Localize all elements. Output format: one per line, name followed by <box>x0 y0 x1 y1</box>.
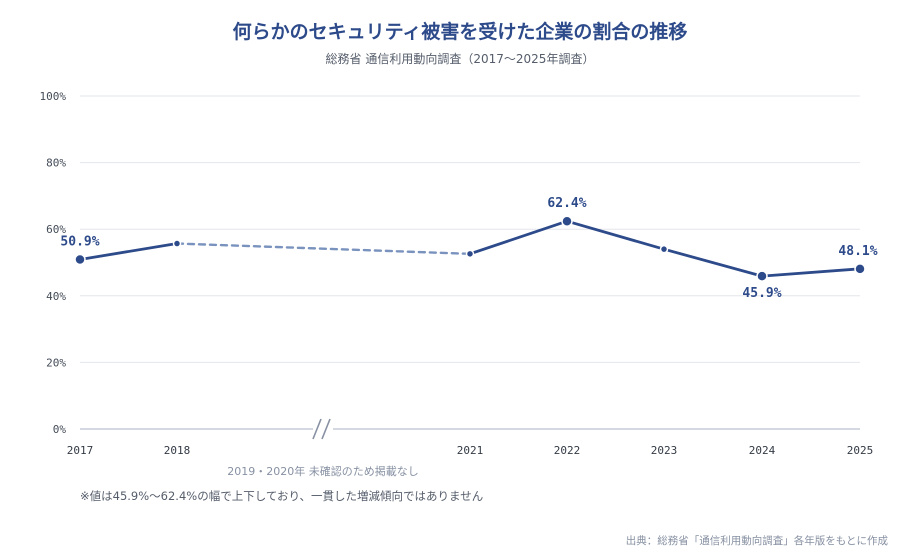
x-tick-label: 2025 <box>847 444 874 457</box>
y-axis-ticks: 0% 20% 40% 60% 80% 100% <box>40 90 67 436</box>
y-tick-label: 100% <box>40 90 67 103</box>
data-point <box>756 270 768 282</box>
series-lines <box>78 219 862 278</box>
data-label: 45.9% <box>742 286 781 301</box>
data-label: 48.1% <box>838 244 877 259</box>
y-tick-label: 0% <box>53 423 67 436</box>
y-tick-label: 40% <box>46 290 66 303</box>
x-tick-label: 2024 <box>749 444 776 457</box>
y-tick-label: 80% <box>46 157 66 170</box>
x-tick-label: 2021 <box>457 444 484 457</box>
data-point <box>465 249 475 259</box>
x-tick-label: 2023 <box>651 444 678 457</box>
series-line-segment <box>468 219 569 256</box>
chart-subtitle: 総務省 通信利用動向調査（2017〜2025年調査） <box>326 51 595 66</box>
y-tick-label: 20% <box>46 356 66 369</box>
data-labels: 50.9% 62.4% 45.9% 48.1% <box>60 196 877 301</box>
source-note: 出典：総務省「通信利用動向調査」各年版をもとに作成 <box>626 534 889 547</box>
data-point <box>854 263 866 275</box>
x-tick-label: 2017 <box>67 444 94 457</box>
axis-break-slash <box>321 418 331 440</box>
gridlines <box>80 95 860 363</box>
data-point <box>561 215 573 227</box>
footnote: ※値は45.9%〜62.4%の幅で上下しており、一貫した増減傾向ではありません <box>80 489 483 503</box>
data-points <box>74 215 866 282</box>
series-line-segment <box>565 219 666 251</box>
data-point <box>74 253 86 266</box>
series-line-segment <box>662 247 764 278</box>
data-point <box>659 244 669 254</box>
data-label: 50.9% <box>60 235 99 250</box>
series-line-dashed-segment <box>175 242 472 256</box>
gap-note: 2019・2020年 未確認のため掲載なし <box>227 464 418 478</box>
data-label: 62.4% <box>547 196 586 211</box>
axis-break-slash <box>312 418 322 440</box>
series-line-segment <box>760 267 862 278</box>
x-tick-label: 2018 <box>164 444 191 457</box>
y-tick-label: 60% <box>46 223 66 236</box>
chart-title: 何らかのセキュリティ被害を受けた企業の割合の推移 <box>233 20 688 43</box>
x-tick-label: 2022 <box>554 444 581 457</box>
data-point <box>172 239 182 248</box>
series-line-segment <box>78 242 179 261</box>
axis-break-mark <box>312 417 333 441</box>
x-axis-ticks: 2017 2018 2021 2022 2023 2024 2025 <box>67 444 874 457</box>
